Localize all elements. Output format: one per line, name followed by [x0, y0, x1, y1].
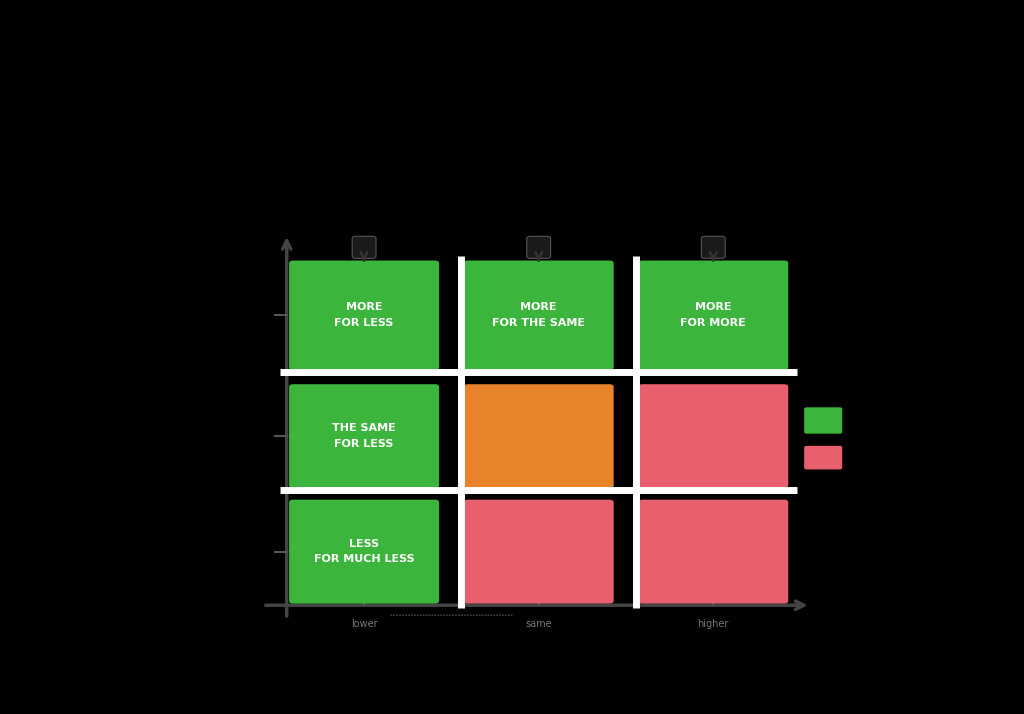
FancyBboxPatch shape: [289, 261, 439, 370]
FancyBboxPatch shape: [638, 384, 788, 488]
Text: same: same: [525, 619, 552, 629]
Text: higher: higher: [697, 619, 729, 629]
Text: MORE
FOR MORE: MORE FOR MORE: [680, 303, 746, 328]
FancyBboxPatch shape: [638, 261, 788, 370]
FancyBboxPatch shape: [464, 500, 613, 603]
FancyBboxPatch shape: [289, 384, 439, 488]
FancyBboxPatch shape: [464, 384, 613, 488]
Text: LESS
FOR MUCH LESS: LESS FOR MUCH LESS: [313, 539, 415, 565]
Text: THE SAME
FOR LESS: THE SAME FOR LESS: [332, 423, 396, 449]
FancyBboxPatch shape: [526, 236, 551, 258]
FancyBboxPatch shape: [804, 407, 843, 433]
FancyBboxPatch shape: [701, 236, 725, 258]
Text: MORE
FOR LESS: MORE FOR LESS: [335, 303, 394, 328]
FancyBboxPatch shape: [289, 500, 439, 603]
FancyBboxPatch shape: [638, 500, 788, 603]
Text: MORE
FOR THE SAME: MORE FOR THE SAME: [493, 303, 585, 328]
Text: lower: lower: [351, 619, 378, 629]
FancyBboxPatch shape: [464, 261, 613, 370]
FancyBboxPatch shape: [352, 236, 376, 258]
FancyBboxPatch shape: [804, 446, 843, 469]
